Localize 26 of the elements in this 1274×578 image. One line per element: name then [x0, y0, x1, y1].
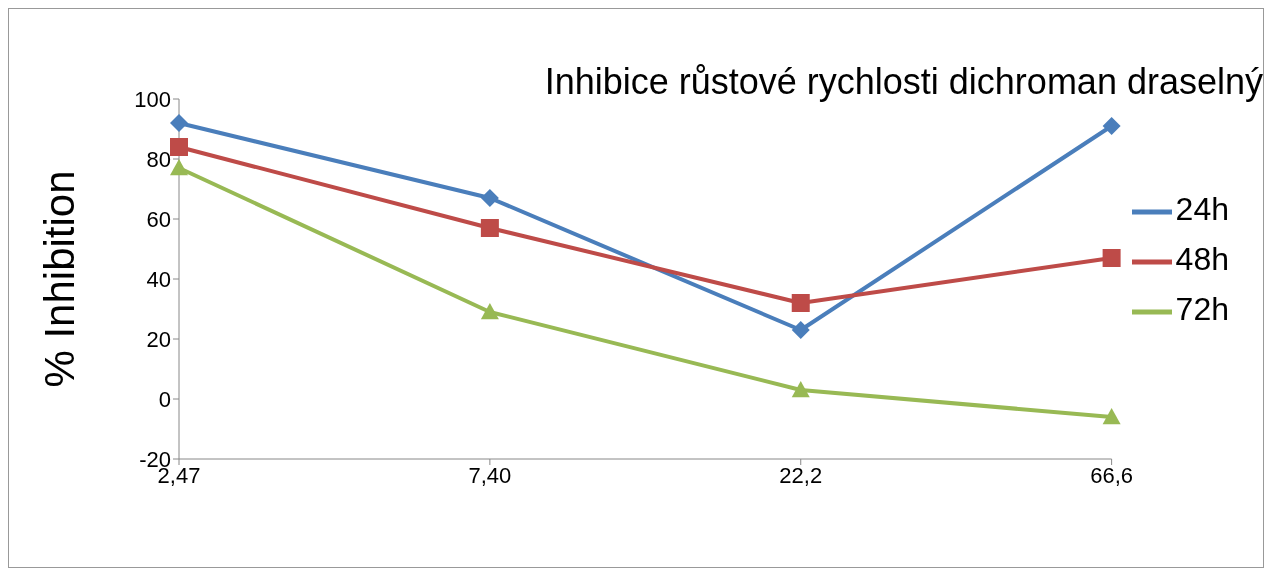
point: [170, 159, 188, 176]
legend-label: 72h: [1175, 291, 1229, 327]
y-tick-label: 60: [146, 206, 171, 232]
y-tick-label: 20: [146, 326, 171, 352]
point: [480, 189, 499, 207]
y-axis-title: % Inhibition: [35, 170, 83, 388]
x-tick-label: 22,2: [779, 462, 823, 488]
legend-label: 48h: [1175, 241, 1229, 277]
point: [170, 114, 188, 132]
x-tick-label: 7,40: [468, 462, 512, 488]
point: [480, 219, 499, 237]
point: [1102, 408, 1121, 425]
point: [791, 294, 810, 312]
point: [791, 381, 810, 398]
point: [791, 321, 810, 339]
y-tick-label: 100: [134, 86, 171, 112]
x-tick-label: 66,6: [1090, 462, 1134, 488]
y-tick-label: 40: [146, 266, 171, 292]
y-tick-label: 80: [146, 146, 171, 172]
point: [1102, 117, 1121, 135]
point: [480, 303, 499, 320]
point: [170, 138, 188, 156]
chart-title: Inhibice růstové rychlosti dichroman draselný: [544, 61, 1263, 103]
legend-label: 24h: [1175, 191, 1229, 227]
point: [1102, 249, 1121, 267]
y-tick-label: 0: [158, 386, 171, 412]
